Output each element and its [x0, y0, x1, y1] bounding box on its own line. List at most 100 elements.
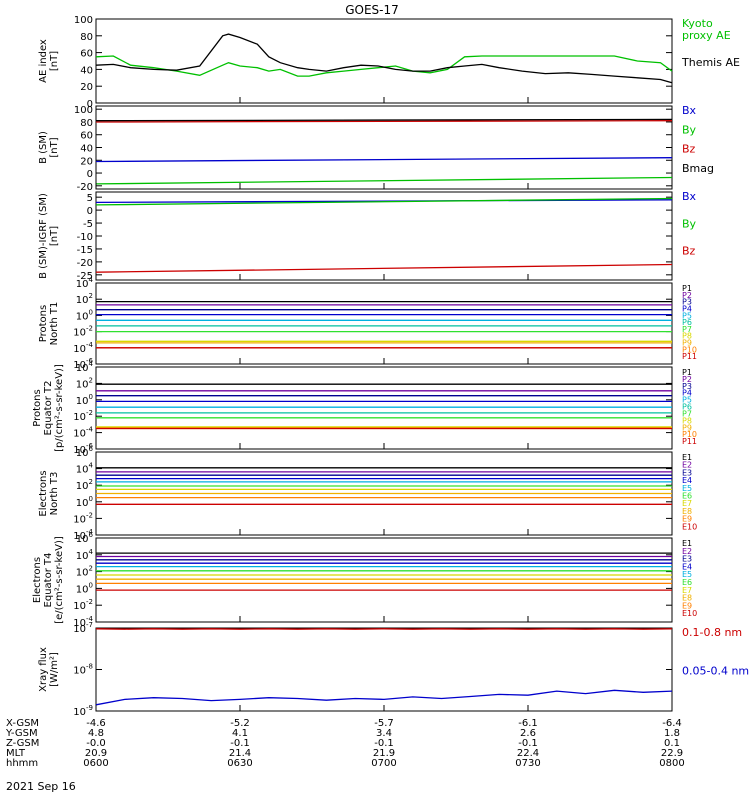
y-tick-label: 102 [76, 478, 93, 492]
legend-entry: P3 [682, 382, 692, 391]
footer-value: 22.9 [661, 748, 683, 759]
y-tick-label: 10-9 [73, 704, 93, 718]
legend-entry: Bx [682, 104, 697, 117]
y-tick-label: 100 [76, 393, 93, 407]
legend-entry: P10 [682, 430, 697, 439]
legend-entry: P4 [682, 389, 692, 398]
legend-entry: E7 [682, 586, 692, 595]
legend-entry: E2 [682, 461, 692, 470]
legend-entry: E4 [682, 562, 692, 571]
series-line [95, 689, 673, 706]
y-axis-title: Xray flux[W/m²] [38, 647, 60, 692]
y-tick-label: -25 [77, 271, 93, 282]
series-line [95, 55, 673, 77]
series-line [95, 33, 673, 84]
legend-entry: P8 [682, 332, 692, 341]
legend-entry: Bz [682, 143, 696, 156]
footer-value: 22.4 [517, 748, 539, 759]
footer-value: 0800 [659, 758, 684, 769]
y-tick-label: 40 [80, 144, 93, 155]
legend-entry: 0.05-0.4 nm [682, 665, 749, 678]
legend-entry: P11 [682, 437, 697, 446]
panel-3: -25 -20 -15 -10 -5 0 5 B (SM)-IGRF (SM)[nT] Bx By… [38, 190, 697, 282]
series-line [95, 120, 673, 123]
y-tick-label: 100 [76, 581, 93, 595]
legend-entry: E7 [682, 499, 692, 508]
legend-entry: E3 [682, 555, 692, 564]
y-tick-label: 10-7 [73, 621, 93, 635]
legend-entry: E10 [682, 522, 697, 531]
legend-entry: Kyoto proxy AE [682, 17, 731, 42]
footer-value: -0.0 [86, 738, 106, 749]
y-tick-label: 40 [80, 65, 93, 76]
legend-entry: E10 [682, 609, 697, 618]
series-line [95, 263, 673, 273]
legend-entry: E1 [682, 453, 692, 462]
y-tick-label: 0 [87, 99, 93, 110]
y-tick-label: 0 [87, 169, 93, 180]
y-tick-label: 80 [80, 118, 93, 129]
legend-entry: E5 [682, 484, 692, 493]
date-label: 2021 Sep 16 [6, 780, 76, 793]
y-tick-label: 100 [76, 308, 93, 322]
legend-entry: E6 [682, 578, 692, 587]
panel-frame [95, 191, 673, 281]
series-line [95, 157, 673, 163]
y-axis-title: ProtonsNorth T1 [38, 302, 60, 346]
y-tick-label: 106 [76, 445, 94, 459]
y-axis-title: B (SM)[nT] [38, 131, 60, 164]
y-tick-label: -10 [77, 232, 93, 243]
y-tick-label: -5 [83, 219, 93, 230]
legend-entry: E1 [682, 539, 692, 548]
legend-entry: P1 [682, 368, 692, 377]
legend-entry: P8 [682, 416, 692, 425]
legend-entry: By [682, 217, 697, 230]
y-tick-label: 10-4 [73, 341, 93, 355]
legend-entry: Themis AE [681, 56, 740, 69]
y-tick-label: 100 [76, 495, 93, 509]
legend-entry: Bx [682, 190, 697, 203]
y-tick-label: 0 [87, 206, 93, 217]
y-tick-label: 102 [76, 376, 93, 390]
figure-title: GOES-17 [345, 3, 399, 17]
legend-entry: E8 [682, 594, 692, 603]
legend-entry: P11 [682, 352, 697, 361]
y-tick-label: 20 [80, 82, 93, 93]
series-line [95, 197, 673, 206]
legend-entry: E9 [682, 515, 692, 524]
y-axis-title: ProtonsEquator T2[p/(cm²-s-sr-keV)] [32, 364, 65, 452]
legend-entry: P4 [682, 304, 692, 313]
y-tick-label: 102 [76, 292, 93, 306]
legend-entry: E8 [682, 507, 692, 516]
y-tick-label: 104 [76, 462, 94, 476]
footer-value: -6.4 [662, 718, 682, 729]
y-tick-label: 100 [74, 15, 93, 26]
legend-entry: E5 [682, 570, 692, 579]
legend-entry: P5 [682, 396, 692, 405]
legend-entry: E9 [682, 601, 692, 610]
footer-value: -5.7 [374, 718, 394, 729]
footer-value: 0.1 [664, 738, 680, 749]
footer-value: 0630 [227, 758, 252, 769]
y-axis-title: AE index[nT] [38, 39, 60, 83]
legend-entry: Bz [682, 245, 696, 258]
y-tick-label: 60 [80, 131, 93, 142]
legend-entry: P6 [682, 318, 692, 327]
y-tick-label: 102 [76, 565, 93, 579]
y-tick-label: 10-2 [73, 325, 93, 339]
panel-8: 10-9 10-8 10-7 Xray flux[W/m²] 0.1-0.8 nm 0.0… [38, 621, 749, 718]
footer-value: 21.4 [229, 748, 251, 759]
legend-entry: E2 [682, 547, 692, 556]
legend-entry: E4 [682, 476, 692, 485]
footer-value: 21.9 [373, 748, 395, 759]
panel-frame [95, 366, 673, 450]
legend-entry: By [682, 123, 697, 136]
y-tick-label: 100 [74, 105, 93, 116]
series-line [95, 176, 673, 185]
footer-value: 4.8 [88, 728, 104, 739]
legend-entry: P10 [682, 345, 697, 354]
